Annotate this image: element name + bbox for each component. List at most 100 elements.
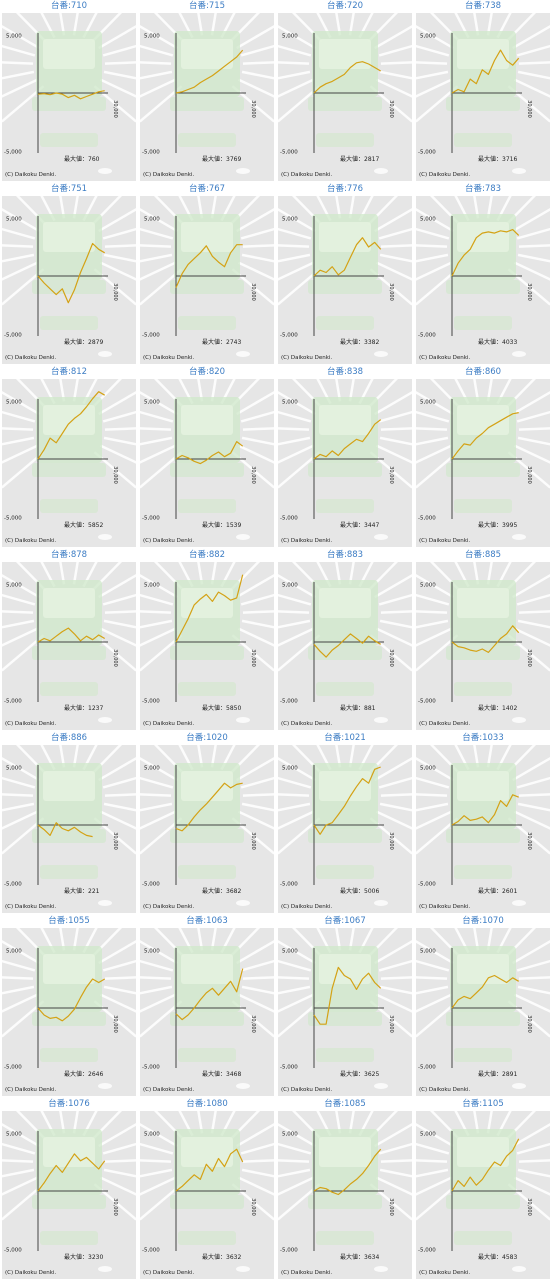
y-tick-label: 5,000 [6,949,22,955]
chart-panel: 5,000 -5,000 30,000 最大値：760 (C) Daikoku Denk… [2,13,136,181]
machine-art [316,1231,374,1245]
chart-title: 台番:767 [188,184,226,194]
sunburst-ray [59,1111,66,1134]
copyright-text: (C) Daikoku Denki. [143,355,194,361]
chart-cell: 台番:1021 5,000 -5,000 30,000 最大値：5006 (C) Daik… [276,732,414,915]
sunburst-ray [242,793,274,797]
chart-panel: 5,000 -5,000 30,000 最大値：3769 (C) Daikoku Den… [140,13,274,181]
y-tick-label: 5,000 [6,1132,22,1138]
copyright-text: (C) Daikoku Denki. [419,1270,470,1276]
y-tick-label: 5,000 [420,34,436,40]
sunburst-ray [348,562,355,585]
sunburst-ray [278,610,310,614]
machine-art [32,829,106,843]
machine-art [170,280,244,294]
sunburst-ray [140,802,173,812]
sunburst-ray [2,70,35,80]
sunburst-ray [486,928,493,951]
decorative-mark [236,168,250,174]
sunburst-ray [2,436,35,446]
x-max-label: 30,000 [388,466,394,484]
max-value-label: 最大値：4033 [478,338,517,346]
sunburst-ray [99,993,136,1013]
series-line [313,419,382,460]
y-tick-label: 5,000 [144,400,160,406]
sunburst-ray [2,1122,40,1148]
sunburst-ray [2,261,39,281]
sunburst-ray [240,959,274,972]
chart-panel: 5,000 -5,000 30,000 最大値：881 (C) Daikoku Denk… [278,562,412,730]
machine-art [181,771,233,801]
copyright-text: (C) Daikoku Denki. [5,355,56,361]
max-value-label: 最大値：2891 [478,1070,517,1078]
x-max-label: 30,000 [388,1198,394,1216]
copyright-text: (C) Daikoku Denki. [5,1270,56,1276]
sunburst-ray [2,593,36,606]
chart-panel: 5,000 -5,000 30,000 最大値：3995 (C) Daikoku Den… [416,379,550,547]
chart-cell: 台番:767 5,000 -5,000 30,000 最大値：2743 (C) Daiko… [138,183,276,366]
sunburst-ray [316,196,332,222]
sunburst-ray [517,1168,550,1178]
machine-art [181,588,233,618]
sunburst-ray [516,776,550,789]
chart-title: 台番:751 [50,184,88,194]
sunburst-ray [374,24,412,50]
x-max-label: 30,000 [526,466,532,484]
machine-art [178,499,236,513]
machine-art [32,97,106,111]
chart-panel: 5,000 -5,000 30,000 最大値：2891 (C) Daikoku Den… [416,928,550,1096]
sunburst-ray [140,253,173,263]
machine-art [319,405,371,435]
chart-panel: 5,000 -5,000 30,000 最大値：1539 (C) Daikoku Den… [140,379,274,547]
sunburst-ray [241,70,274,80]
series-line [175,49,244,94]
sunburst-ray [348,379,355,402]
decorative-mark [374,717,388,723]
sunburst-ray [454,745,470,771]
sunburst-ray [473,379,480,402]
series-line [37,978,106,1022]
chart-cell: 台番:751 5,000 -5,000 30,000 最大値：2879 (C) Daiko… [0,183,138,366]
sunburst-ray [278,410,312,423]
sunburst-ray [374,939,412,965]
machine-art [457,39,509,69]
machine-art [308,1195,382,1209]
sunburst-ray [2,1142,36,1155]
sunburst-ray [237,810,274,830]
y-tick-label: 5,000 [6,217,22,223]
chart-panel: 5,000 -5,000 30,000 最大値：3632 (C) Daikoku Den… [140,1111,274,1279]
sunburst-ray [516,410,550,423]
line-chart: 5,000 -5,000 30,000 最大値：3625 (C) Daikoku Den… [278,928,412,1096]
sunburst-ray [140,261,177,281]
series-line [37,90,105,100]
sunburst-ray [517,802,550,812]
x-max-label: 30,000 [388,100,394,118]
sunburst-ray [278,939,316,965]
chart-cell: 台番:1033 5,000 -5,000 30,000 最大値：2601 (C) Daik… [414,732,552,915]
sunburst-ray [375,444,412,464]
sunburst-ray [197,196,204,219]
sunburst-ray [517,253,550,263]
sunburst-ray [278,44,312,57]
sunburst-ray [512,756,550,782]
max-value-label: 最大値：3230 [64,1253,103,1261]
x-max-label: 30,000 [388,649,394,667]
sunburst-ray [416,24,454,50]
sunburst-ray [2,227,36,240]
y-tick-label: 5,000 [144,1132,160,1138]
sunburst-ray [378,593,412,606]
machine-art [454,316,512,330]
sunburst-ray [241,802,274,812]
y-tick-label: 5,000 [144,34,160,40]
sunburst-ray [197,745,204,768]
sunburst-ray [278,70,311,80]
copyright-text: (C) Daikoku Denki. [419,1087,470,1093]
sunburst-ray [140,939,178,965]
sunburst-ray [2,993,39,1013]
machine-art [170,829,244,843]
chart-title: 台番:885 [464,550,502,560]
sunburst-ray [278,959,312,972]
machine-art [40,133,98,147]
sunburst-ray [2,61,34,65]
machine-art [319,954,371,984]
